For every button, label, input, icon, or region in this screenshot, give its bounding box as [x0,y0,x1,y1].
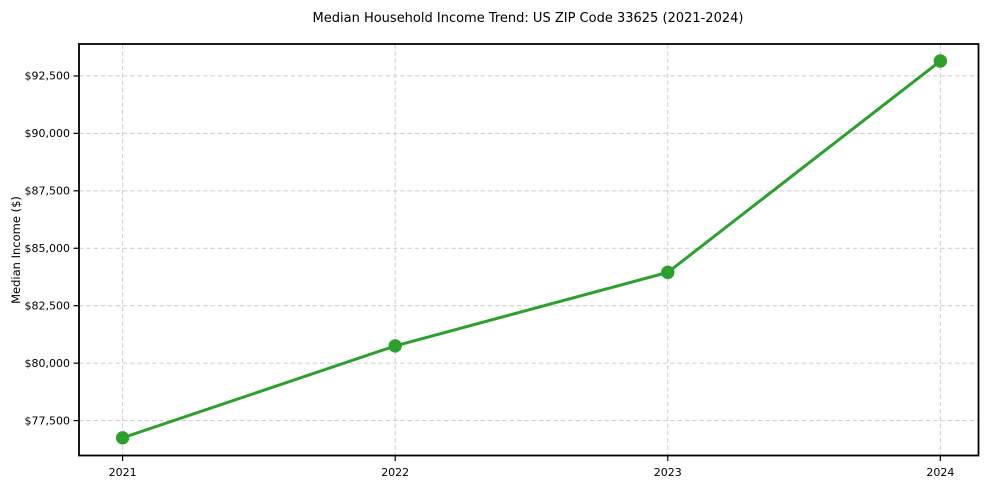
x-tick-label: 2022 [381,466,409,479]
trend-line [122,59,942,440]
y-tick-label: $92,500 [25,70,71,83]
y-tick-label: $87,500 [25,185,71,198]
chart-title: Median Household Income Trend: US ZIP Co… [313,11,744,26]
data-point-marker [115,431,130,445]
y-tick-label: $82,500 [25,299,71,312]
y-tick-label: $80,000 [25,357,71,370]
axis-layer: $77,500 $80,000 $82,500 $85,000 $87,500 $90,0… [25,43,980,479]
y-tick-label: $77,500 [25,414,71,427]
data-point-marker [388,339,402,353]
x-tick-label: 2021 [109,466,137,479]
x-tick-label: 2024 [926,466,954,479]
y-tick-label: $90,000 [25,127,71,140]
plot-border [78,43,980,457]
y-axis-label: Median Income ($) [9,196,23,304]
x-tick-label: 2023 [654,466,682,479]
data-point-marker [661,265,675,280]
data-layer [115,54,948,445]
grid-layer [79,44,979,456]
y-tick-label: $85,000 [25,242,71,255]
data-point-marker [933,54,948,68]
